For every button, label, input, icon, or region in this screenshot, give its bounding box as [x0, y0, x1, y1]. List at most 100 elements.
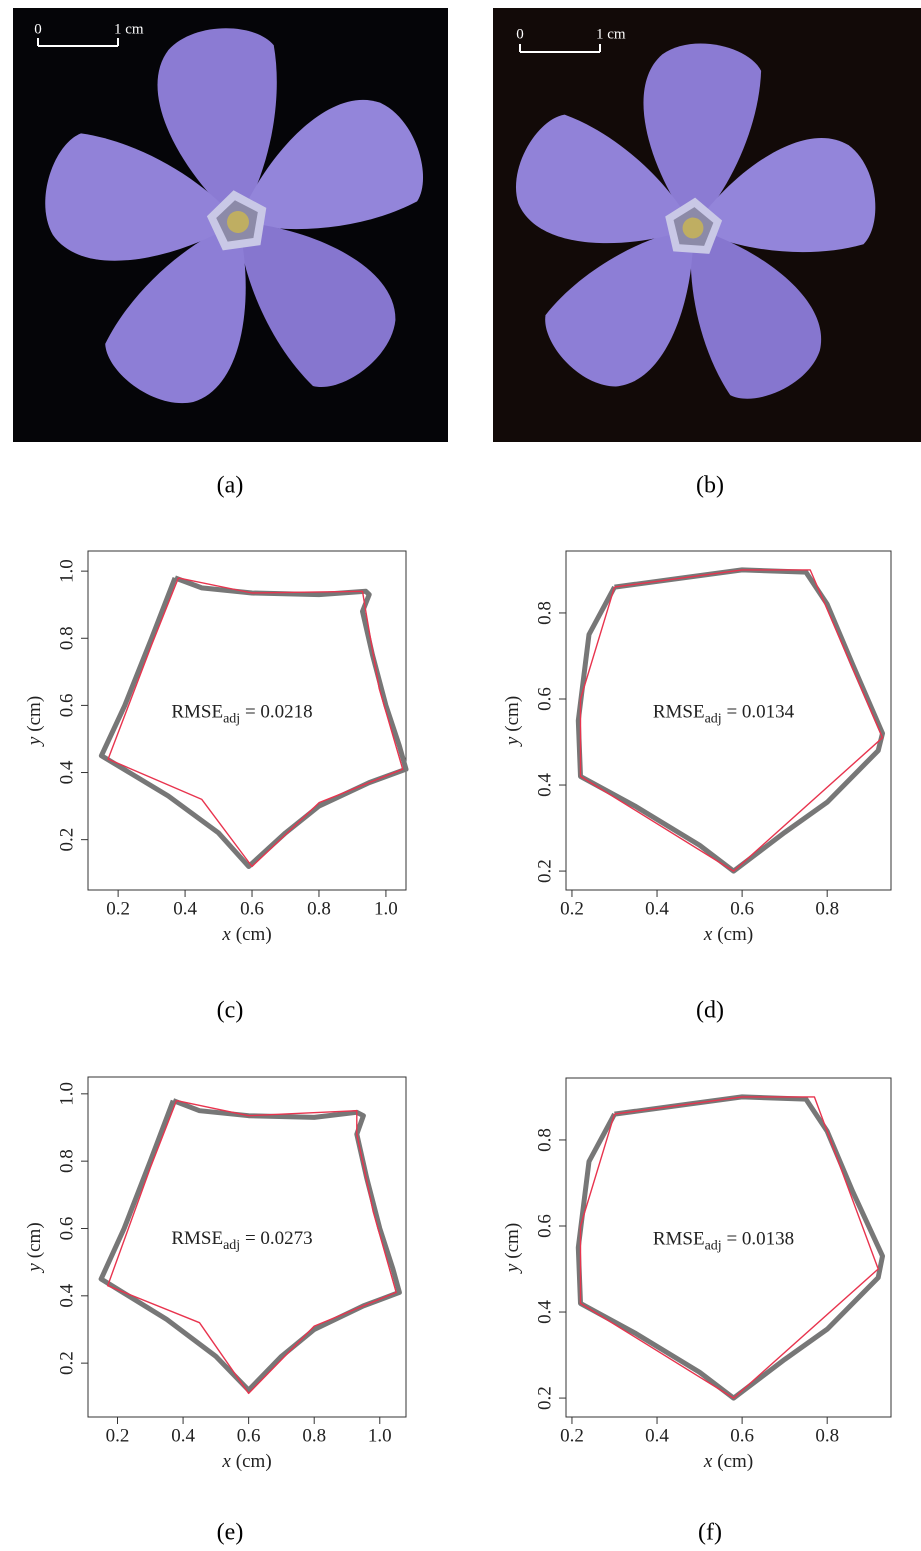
- caption: (f): [698, 1520, 722, 1546]
- annotation: RMSEadj = 0.0134: [653, 702, 795, 727]
- y-axis-label: y (cm): [502, 1223, 523, 1274]
- shape-outline: [98, 575, 409, 869]
- shape-outline: [579, 569, 884, 872]
- axis-unit: (cm): [24, 696, 45, 732]
- x-tick-label: 1.0: [374, 898, 398, 919]
- annotation: RMSEadj = 0.0138: [653, 1229, 794, 1254]
- y-tick-label: 0.6: [534, 1214, 555, 1238]
- plot-frame: [87, 550, 407, 891]
- axis-unit: (cm): [717, 1451, 753, 1472]
- axis-var: x: [703, 924, 713, 945]
- annotation-base: RMSE: [653, 702, 705, 723]
- plot-frame: [565, 550, 892, 891]
- scale-one: 1 cm: [596, 26, 626, 42]
- shape-outline: [107, 577, 404, 868]
- y-tick-label: 0.4: [534, 773, 555, 797]
- axis-var: y: [24, 736, 45, 747]
- chart: 0.2 0.4 0.6 0.80.20.40.60.8x (cm)y(cm) RMSEad…: [502, 550, 892, 945]
- chart: 0.2 0.4 0.6 0.8 1.00.20.40.60.81.0x (cm)y(cm)…: [24, 1076, 407, 1472]
- caption: (e): [217, 1520, 244, 1546]
- annotation-sub: adj: [705, 712, 722, 727]
- x-tick-label: 0.4: [645, 1425, 669, 1446]
- caption: (d): [696, 998, 724, 1024]
- y-tick-label: 0.4: [56, 1283, 77, 1307]
- y-tick-label: 1.0: [56, 1082, 77, 1106]
- x-axis-label: x (cm): [703, 1451, 753, 1472]
- x-tick-label: 0.8: [815, 898, 839, 919]
- annotation: RMSEadj = 0.0273: [171, 1229, 312, 1254]
- annotation-sub: adj: [705, 1239, 722, 1254]
- annotation-rest: = 0.0273: [240, 1229, 312, 1250]
- y-tick-label: 0.2: [534, 859, 555, 883]
- axis-var: x: [221, 924, 231, 945]
- y-axis-label: y (cm): [24, 1222, 45, 1273]
- plot-frame: [87, 1076, 407, 1418]
- caption: (c): [217, 998, 244, 1024]
- scale-one: 1 cm: [114, 21, 144, 37]
- y-tick-label: 0.6: [534, 687, 555, 711]
- x-axis-label: x (cm): [703, 924, 753, 945]
- axis-unit: (cm): [717, 924, 753, 945]
- chart: 0.2 0.4 0.6 0.8 1.00.20.40.60.81.0x (cm)y(cm)…: [24, 550, 409, 945]
- y-tick-label: 0.2: [56, 1351, 77, 1375]
- x-tick-label: 0.4: [645, 898, 669, 919]
- x-tick-label: 0.2: [560, 1425, 584, 1446]
- x-tick-label: 0.6: [237, 1425, 261, 1446]
- axis-var: x: [221, 1451, 231, 1472]
- y-tick-label: 0.8: [534, 1128, 555, 1152]
- x-tick-label: 0.2: [106, 898, 130, 919]
- caption: (b): [696, 473, 724, 499]
- scale-zero: 0: [34, 21, 42, 37]
- y-tick-label: 0.6: [56, 1217, 77, 1241]
- annotation-rest: = 0.0134: [722, 702, 795, 723]
- y-tick-label: 1.0: [56, 559, 77, 583]
- caption: (a): [217, 473, 244, 499]
- x-axis-label: x (cm): [221, 924, 271, 945]
- axis-unit: (cm): [236, 1451, 272, 1472]
- x-tick-label: 0.2: [106, 1425, 130, 1446]
- annotation-rest: = 0.0138: [722, 1229, 794, 1250]
- annotation-sub: adj: [223, 1238, 240, 1253]
- axis-var: y: [502, 736, 523, 747]
- plot-frame: [565, 1077, 892, 1418]
- y-tick-label: 0.2: [56, 828, 77, 852]
- shape-outline: [575, 567, 885, 874]
- annotation-rest: = 0.0218: [240, 702, 312, 723]
- axis-var: y: [502, 1263, 523, 1274]
- y-axis-label: y (cm): [24, 696, 45, 747]
- chart: 0.2 0.4 0.6 0.80.20.40.60.8x (cm)y(cm) RMSEad…: [502, 1077, 892, 1472]
- axis-unit: (cm): [236, 924, 272, 945]
- shape-outline: [106, 1099, 397, 1395]
- x-tick-label: 0.8: [302, 1425, 326, 1446]
- annotation-base: RMSE: [171, 702, 223, 723]
- y-axis-label: y (cm): [502, 696, 523, 747]
- axis-unit: (cm): [502, 696, 523, 732]
- x-tick-label: 0.8: [307, 898, 331, 919]
- axis-var: x: [703, 1451, 713, 1472]
- axis-unit: (cm): [24, 1222, 45, 1258]
- x-tick-label: 0.6: [730, 1425, 754, 1446]
- annotation-base: RMSE: [171, 1229, 223, 1250]
- annotation-base: RMSE: [653, 1229, 705, 1250]
- y-tick-label: 0.6: [56, 694, 77, 718]
- y-tick-label: 0.8: [56, 1149, 77, 1173]
- shape-outline: [579, 1096, 879, 1399]
- photo-a: 0 1 cm: [9, 1, 467, 442]
- x-axis-label: x (cm): [221, 1451, 271, 1472]
- x-tick-label: 0.4: [173, 898, 197, 919]
- photo-b: 0 1 cm: [487, 8, 921, 442]
- x-tick-label: 0.4: [171, 1425, 195, 1446]
- shape-outline: [575, 1094, 885, 1401]
- y-tick-label: 0.4: [534, 1300, 555, 1324]
- axis-unit: (cm): [502, 1223, 523, 1259]
- scale-zero: 0: [516, 26, 524, 42]
- y-tick-label: 0.8: [56, 626, 77, 650]
- annotation-sub: adj: [223, 712, 240, 727]
- x-tick-label: 0.8: [815, 1425, 839, 1446]
- annotation: RMSEadj = 0.0218: [171, 702, 312, 727]
- axis-var: y: [24, 1263, 45, 1274]
- y-tick-label: 0.8: [534, 601, 555, 625]
- x-tick-label: 1.0: [368, 1425, 392, 1446]
- y-tick-label: 0.4: [56, 760, 77, 784]
